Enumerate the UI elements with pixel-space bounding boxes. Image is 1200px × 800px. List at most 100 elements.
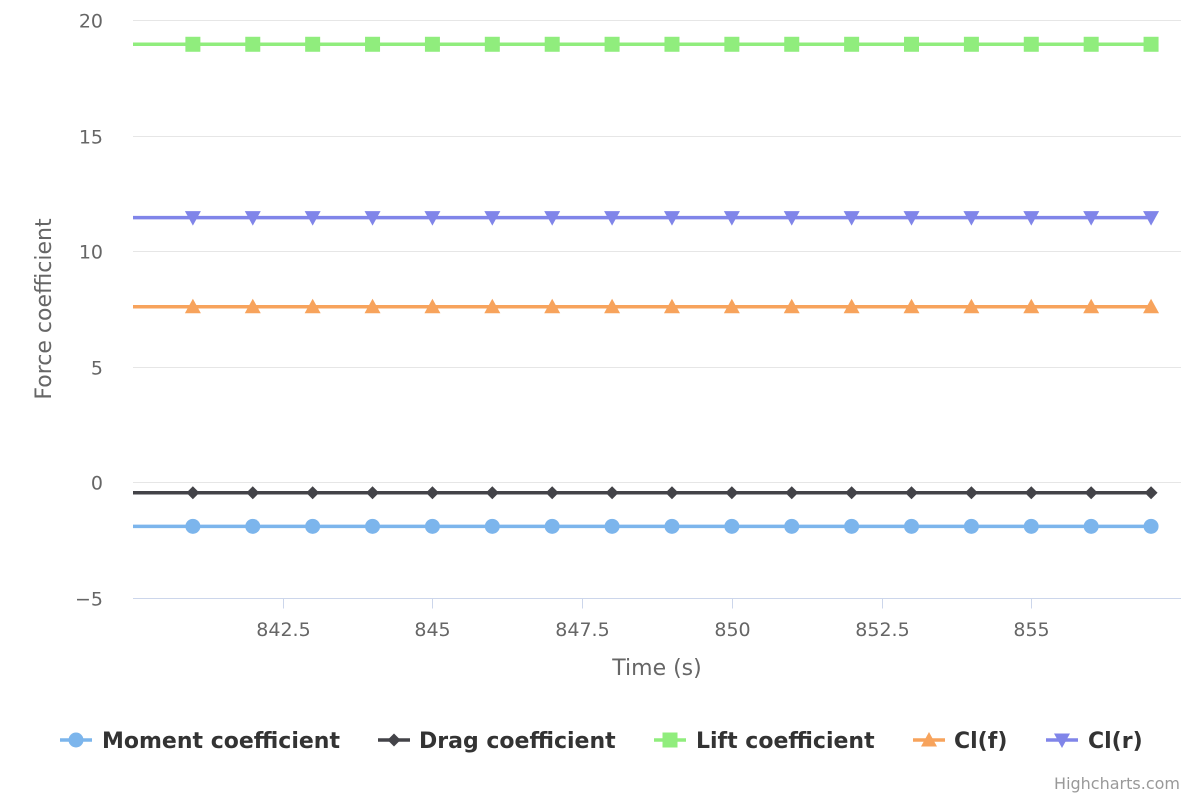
series-group [133,36,1160,534]
legend-item-moment-coefficient[interactable]: Moment coefficient [60,729,340,754]
data-point [244,298,261,314]
legend-label: Cl(f) [954,729,1007,754]
legend-item-drag-coefficient[interactable]: Drag coefficient [378,729,616,754]
legend-item-cl-f[interactable]: Cl(f) [913,729,1007,754]
x-tick-label: 852.5 [855,619,909,641]
data-point [544,518,560,534]
data-point [366,486,380,500]
data-point [304,298,321,314]
data-point [1083,298,1100,314]
y-tick-label: −5 [75,589,103,611]
data-point [245,36,261,52]
data-point [424,298,441,314]
data-point [904,518,920,534]
data-point [903,211,920,226]
data-point [1143,298,1160,314]
data-point [484,518,500,534]
data-point [844,36,860,52]
series-lift-coefficient [133,36,1159,52]
x-tick-label: 847.5 [555,619,609,641]
data-point [365,518,381,534]
data-point [185,36,201,52]
data-point [1023,518,1039,534]
data-point [544,36,560,52]
legend-label: Drag coefficient [419,729,616,754]
legend: Moment coefficient Drag coefficient Lift c… [60,729,1143,754]
data-point [963,298,980,314]
data-point [186,486,200,500]
data-point [364,298,381,314]
data-point [484,36,500,52]
data-point [784,36,800,52]
data-point [246,486,260,500]
data-point [304,211,321,226]
series-moment-coefficient [133,518,1159,534]
legend-marker [921,732,937,747]
data-point [424,36,440,52]
y-tick-label: 0 [91,473,103,495]
data-point [844,518,860,534]
data-point [783,211,800,226]
data-point [305,36,321,52]
data-point [1023,36,1039,52]
data-point [725,486,739,500]
data-point [1143,518,1159,534]
data-point [305,518,321,534]
series-cl-r [133,211,1160,226]
legend-marker [68,732,84,748]
data-point [843,298,860,314]
data-point [424,211,441,226]
data-point [1024,486,1038,500]
data-point [604,518,620,534]
legend-marker [387,733,401,747]
data-point [843,211,860,226]
data-point [544,298,561,314]
data-point [784,518,800,534]
legend-marker [662,732,678,748]
data-point [785,486,799,500]
data-point [664,518,680,534]
data-point [723,211,740,226]
axes: −5 0 5 10 15 20 842.5 845 847.5 850 852.5 855 [75,11,1181,641]
grid-lines [133,20,1181,483]
data-point [903,298,920,314]
data-point [605,486,619,500]
data-point [905,486,919,500]
data-point [1083,518,1099,534]
data-point [245,518,261,534]
data-point [484,298,501,314]
data-point [663,211,680,226]
data-point [604,36,620,52]
data-point [724,36,740,52]
data-point [723,298,740,314]
data-point [364,211,381,226]
data-point [1143,36,1159,52]
data-point [904,36,920,52]
legend-item-cl-r[interactable]: Cl(r) [1046,729,1143,754]
data-point [425,486,439,500]
data-point [724,518,740,534]
data-point [485,486,499,500]
data-point [663,298,680,314]
data-point [244,211,261,226]
data-point [1023,211,1040,226]
legend-label: Lift coefficient [696,729,875,754]
x-tick-label: 855 [1013,619,1049,641]
x-tick-label: 842.5 [256,619,310,641]
data-point [1144,486,1158,500]
series-drag-coefficient [133,486,1158,500]
x-axis-title: Time (s) [611,656,701,681]
data-point [664,36,680,52]
legend-label: Cl(r) [1088,729,1143,754]
y-tick-label: 5 [91,358,103,380]
legend-item-lift-coefficient[interactable]: Lift coefficient [654,729,875,754]
data-point [963,211,980,226]
credits-link[interactable]: Highcharts.com [1054,774,1180,793]
data-point [544,211,561,226]
data-point [604,211,621,226]
legend-label: Moment coefficient [102,729,340,754]
data-point [964,486,978,500]
data-point [185,518,201,534]
y-tick-label: 10 [79,242,103,264]
